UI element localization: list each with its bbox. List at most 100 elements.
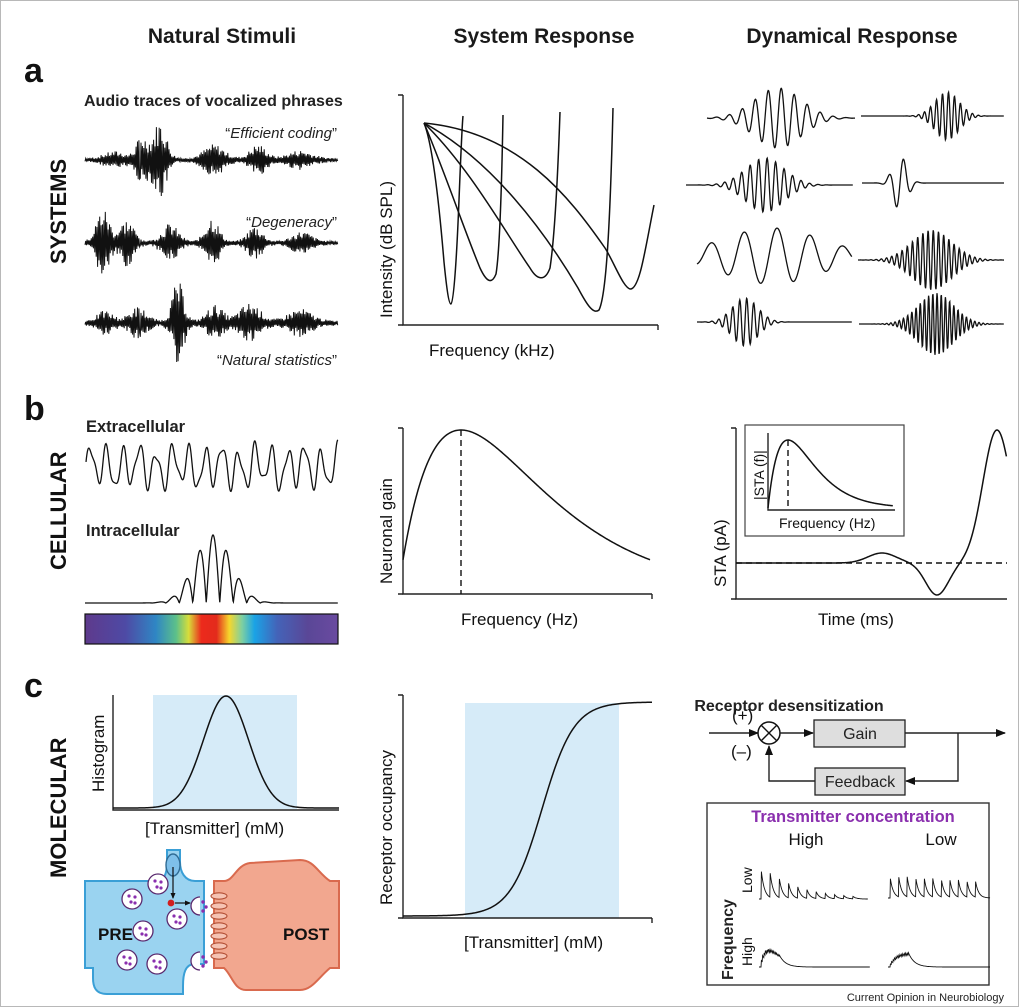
audio-trace-efficient-coding bbox=[84, 127, 339, 197]
transmitter-molecule bbox=[158, 960, 162, 964]
loop-minus-sign: (–) bbox=[731, 742, 752, 761]
wavelet-5 bbox=[696, 227, 853, 284]
transmitter-molecule bbox=[128, 956, 132, 960]
wavelet-7 bbox=[697, 296, 852, 348]
phrase-natural-statistics: “Natural statistics” bbox=[217, 352, 337, 369]
occupancy-axis-ticks bbox=[398, 694, 653, 923]
tuning-x-label: Frequency (kHz) bbox=[429, 341, 555, 360]
gain-axes bbox=[402, 428, 652, 595]
wavelet-8 bbox=[859, 293, 1004, 355]
synaptic-vesicle bbox=[121, 888, 143, 910]
transmitter-molecule bbox=[155, 885, 159, 889]
transmitter-molecule bbox=[133, 895, 137, 899]
postsynaptic-receptor bbox=[210, 932, 228, 940]
occupancy-y-label: Receptor occupancy bbox=[377, 750, 396, 905]
released-transmitter bbox=[201, 909, 205, 913]
released-transmitter bbox=[201, 900, 205, 904]
loop-title: Receptor desensitization bbox=[694, 698, 883, 715]
sta-x-label: Time (ms) bbox=[818, 610, 894, 629]
transmitter-molecule bbox=[174, 920, 178, 924]
transmitter-molecule bbox=[159, 880, 163, 884]
synaptic-vesicle bbox=[146, 953, 168, 975]
histogram-shade bbox=[153, 695, 297, 809]
synaptic-vesicle bbox=[166, 908, 188, 930]
intracellular-label: Intracellular bbox=[86, 522, 180, 540]
intracellular-trace bbox=[85, 534, 338, 605]
transmitter-molecule bbox=[129, 900, 133, 904]
tuning-y-label: Intensity (dB SPL) bbox=[377, 181, 396, 318]
loop-feedback-path bbox=[905, 733, 959, 785]
fusing-vesicle bbox=[190, 951, 201, 971]
fusing-vesicle bbox=[190, 896, 201, 916]
sta-inset-y-label: |STA (f)| bbox=[751, 450, 767, 500]
sta-inset-axes bbox=[767, 433, 895, 511]
sta-curve bbox=[736, 429, 1008, 596]
wavelet-4 bbox=[862, 158, 1004, 208]
phrase-natural-statistics-text: Natural statistics bbox=[222, 352, 333, 369]
sta-inset: |STA (f)| Frequency (Hz) bbox=[744, 424, 905, 537]
wavelet-6 bbox=[857, 230, 1005, 290]
histogram-axes bbox=[112, 695, 339, 811]
gain-box-label: Gain bbox=[843, 726, 877, 743]
column-header-natural-stimuli: Natural Stimuli bbox=[148, 25, 296, 48]
panel-label-b: b bbox=[24, 390, 45, 428]
occupancy-curve bbox=[403, 701, 653, 917]
transmitter-molecule bbox=[144, 933, 148, 937]
concentration-high-label: High bbox=[789, 830, 824, 849]
audio-traces-title: Audio traces of vocalized phrases bbox=[84, 93, 343, 110]
post-label: POST bbox=[283, 925, 330, 944]
transmitter-molecule bbox=[140, 932, 144, 936]
panel-label-c: c bbox=[24, 667, 43, 705]
tuning-curve-1 bbox=[423, 115, 464, 305]
released-transmitter bbox=[204, 905, 208, 909]
frequency-low-label: Low bbox=[739, 866, 755, 893]
audio-trace-natural-statistics bbox=[84, 283, 339, 363]
vesicle-group bbox=[116, 873, 208, 975]
wavelet-grid bbox=[685, 87, 1005, 355]
concentration-low-label: Low bbox=[925, 830, 957, 849]
spectrum-bar bbox=[84, 613, 339, 645]
histogram-x-label: [Transmitter] (mM) bbox=[145, 819, 284, 838]
receptor-occupancy-plot: Receptor occupancy [Transmitter] (mM) bbox=[377, 694, 653, 952]
transmitter-molecule bbox=[172, 914, 176, 918]
transmitter-molecule bbox=[122, 955, 126, 959]
released-transmitter bbox=[201, 964, 205, 968]
transmitter-molecule bbox=[159, 886, 163, 890]
frequency-high-label: High bbox=[739, 937, 755, 966]
transmitter-molecule bbox=[128, 962, 132, 966]
gain-curve bbox=[402, 429, 651, 561]
response-trace-low-conc-low-freq bbox=[888, 876, 991, 899]
response-trace-high-conc-low-freq bbox=[759, 871, 868, 900]
synapse-diagram: PRE POST bbox=[84, 849, 340, 995]
tuning-curve-5 bbox=[423, 122, 655, 290]
column-header-system-response: System Response bbox=[454, 25, 635, 48]
released-transmitter bbox=[204, 960, 208, 964]
wavelet-2 bbox=[861, 89, 1004, 143]
row-label-cellular: CELLULAR bbox=[46, 451, 71, 570]
transmitter-molecule bbox=[138, 926, 142, 930]
response-matrix-box: Transmitter concentration High Low Frequ… bbox=[706, 802, 991, 986]
transmitter-molecule bbox=[124, 961, 128, 965]
transmitter-molecule bbox=[144, 927, 148, 931]
transmitter-histogram: Histogram [Transmitter] (mM) bbox=[89, 695, 339, 838]
feedback-box-label: Feedback bbox=[825, 774, 896, 791]
tuning-curve-4 bbox=[423, 107, 614, 312]
postsynaptic-receptor bbox=[210, 902, 228, 910]
audio-trace-degeneracy bbox=[84, 211, 339, 274]
gain-x-label: Frequency (Hz) bbox=[461, 610, 578, 629]
response-trace-high-conc-high-freq bbox=[759, 947, 870, 968]
sta-y-label: STA (pA) bbox=[711, 519, 730, 587]
row-label-molecular: MOLECULAR bbox=[46, 737, 71, 878]
released-transmitter bbox=[201, 955, 205, 959]
histogram-curve bbox=[113, 695, 339, 809]
phrase-efficient-coding-text: Efficient coding bbox=[230, 125, 332, 142]
receptor-group bbox=[210, 892, 228, 960]
extracellular-trace bbox=[85, 439, 339, 493]
transmitter-molecule bbox=[158, 966, 162, 970]
calcium-ion bbox=[167, 899, 175, 907]
postsynaptic-receptor bbox=[210, 912, 228, 920]
postsynaptic-receptor bbox=[210, 892, 228, 900]
occupancy-x-label: [Transmitter] (mM) bbox=[464, 933, 603, 952]
row-label-systems: SYSTEMS bbox=[46, 159, 71, 264]
